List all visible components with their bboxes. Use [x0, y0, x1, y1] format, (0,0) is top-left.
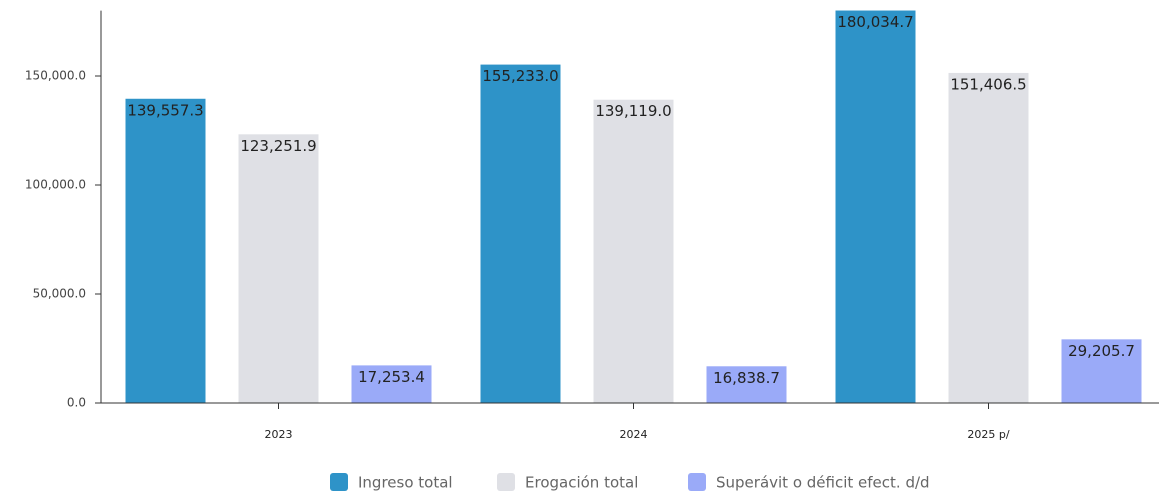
bar: [238, 134, 319, 403]
y-tick-label: 0.0: [67, 396, 86, 410]
value-label: 16,838.7: [713, 369, 780, 387]
bar: [948, 72, 1029, 403]
value-label: 151,406.5: [950, 75, 1026, 93]
legend-label: Erogación total: [525, 474, 638, 492]
bar: [480, 64, 561, 404]
legend-swatch: [688, 473, 706, 491]
value-label: 139,119.0: [595, 102, 671, 120]
bar: [706, 366, 787, 403]
bar: [1061, 339, 1142, 403]
y-tick-label: 150,000.0: [25, 69, 86, 83]
legend-label: Superávit o déficit efect. d/d: [716, 474, 930, 492]
value-label: 180,034.7: [837, 13, 913, 31]
legend-swatch: [497, 473, 515, 491]
bar: [593, 99, 674, 403]
bar: [835, 10, 916, 404]
value-label: 29,205.7: [1068, 342, 1135, 360]
y-tick-label: 50,000.0: [33, 287, 86, 301]
x-tick-label: 2024: [620, 428, 648, 441]
bar: [125, 98, 206, 404]
value-label: 123,251.9: [240, 137, 316, 155]
value-label: 139,557.3: [127, 101, 203, 119]
value-label: 155,233.0: [482, 67, 558, 85]
bar: [351, 365, 432, 403]
value-label: 17,253.4: [358, 368, 425, 386]
y-tick-label: 100,000.0: [25, 178, 86, 192]
legend-swatch: [330, 473, 348, 491]
legend-label: Ingreso total: [358, 474, 453, 492]
x-tick-label: 2025 p/: [967, 428, 1009, 441]
x-tick-label: 2023: [265, 428, 293, 441]
